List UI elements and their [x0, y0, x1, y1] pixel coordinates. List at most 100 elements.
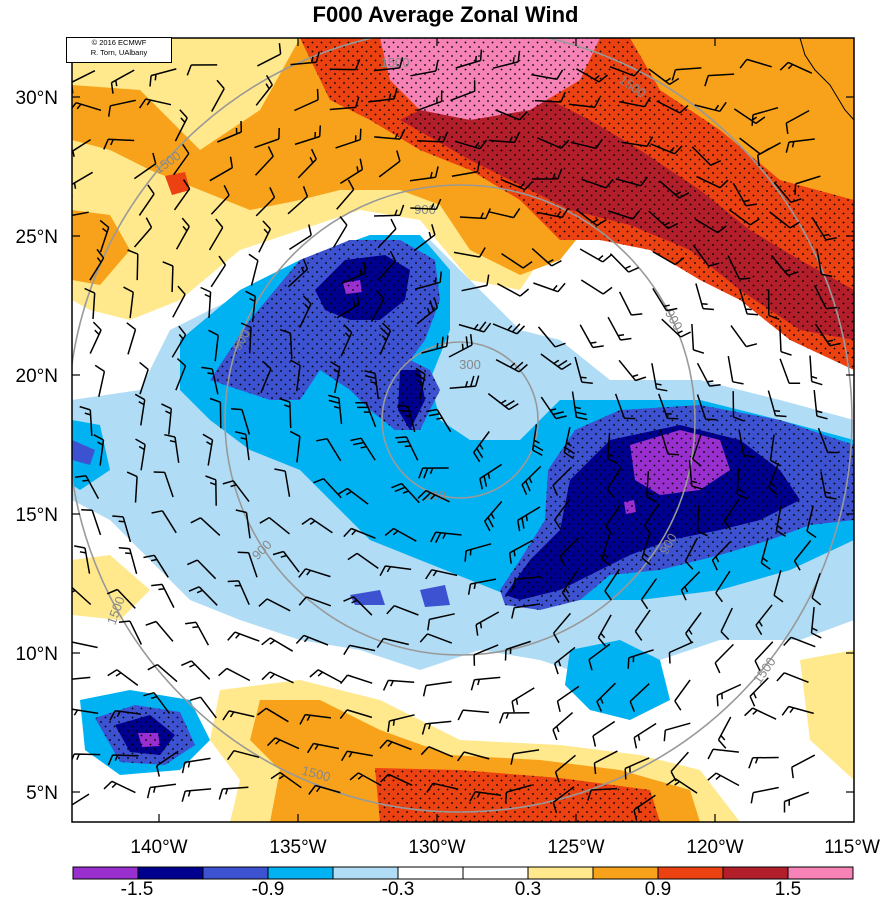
wind-barb — [379, 565, 412, 577]
wind-barb — [516, 506, 541, 532]
wind-barb — [604, 568, 621, 601]
wind-barb — [266, 737, 300, 750]
wind-barb — [773, 181, 802, 204]
wind-barb — [768, 462, 780, 496]
wind-barb — [659, 180, 690, 199]
wind-barb — [308, 784, 341, 795]
wind-barb — [501, 252, 533, 269]
north-stipple — [300, 38, 854, 370]
wind-barb — [106, 588, 136, 609]
wind-barb — [716, 683, 742, 707]
wind-barb — [287, 186, 309, 215]
wind-barb — [227, 631, 260, 642]
wind-barb — [171, 325, 187, 358]
wind-barb — [235, 509, 251, 539]
wind-barb — [563, 426, 576, 460]
wind-barb — [336, 293, 360, 319]
lon-label: 135°W — [269, 837, 326, 858]
wind-barb — [255, 75, 273, 106]
wind-barb — [641, 533, 652, 566]
wind-barb — [556, 685, 580, 712]
wind-barb — [272, 550, 300, 573]
colorbar-cell — [462, 866, 529, 880]
wind-barb — [791, 754, 816, 779]
range-rings — [72, 38, 853, 813]
wind-barb — [707, 748, 739, 760]
wind-barb — [781, 705, 814, 716]
wind-barb — [420, 746, 454, 758]
wind-barb — [417, 489, 450, 503]
lat-label: 5°N — [26, 783, 58, 804]
wind-barb — [695, 283, 714, 311]
wind-barb — [533, 282, 566, 293]
wind-barb — [340, 750, 373, 762]
wind-barb — [270, 771, 302, 789]
wind-barb — [646, 471, 658, 503]
wind-barb — [618, 359, 647, 382]
wind-barb — [368, 88, 398, 103]
wind-barb — [511, 576, 542, 591]
wind-barb — [395, 436, 419, 461]
wind-barb — [767, 390, 787, 418]
map-title: F000 Average Zonal Wind — [312, 2, 579, 27]
colorbar-label: -0.3 — [382, 879, 415, 900]
wind-barb — [422, 681, 452, 697]
wind-barb — [175, 217, 190, 250]
wind-barb — [453, 247, 486, 258]
wind-barb — [107, 99, 136, 117]
credit-line: R. Torn, UAlbany — [90, 48, 148, 57]
wind-barb — [297, 148, 317, 179]
wind-barb — [688, 460, 703, 490]
wind-barb — [74, 545, 91, 574]
colorbar-labels: -1.5 -0.9 -0.3 0.3 0.9 1.5 — [121, 879, 802, 900]
wind-barb — [813, 390, 828, 420]
wind-barb — [329, 59, 361, 71]
wind-barb — [663, 722, 691, 742]
wind-barb — [200, 286, 212, 318]
coastline — [799, 38, 854, 121]
wind-barb — [123, 286, 134, 319]
wind-barb — [413, 224, 436, 252]
wind-barb — [89, 248, 105, 281]
wind-barb — [382, 679, 415, 691]
wind-barb — [202, 433, 214, 466]
wind-barb — [813, 284, 838, 310]
wind-barb — [470, 676, 501, 691]
wind-barb — [776, 672, 809, 683]
wind-barb — [552, 786, 575, 814]
wind-barb — [146, 783, 176, 799]
wind-barb — [552, 612, 571, 644]
wind-barb — [605, 504, 621, 536]
wind-barb — [210, 184, 230, 215]
colorbar-label: 0.9 — [645, 879, 671, 900]
wind-barb — [810, 607, 822, 639]
wind-barb — [656, 100, 689, 114]
wind-barb — [614, 393, 636, 420]
wind-barb — [222, 480, 250, 503]
lat-label: 30°N — [16, 88, 58, 109]
wind-barb — [94, 364, 106, 397]
wind-barb — [161, 403, 173, 435]
wind-barb — [72, 211, 89, 217]
lat-label: 20°N — [16, 366, 58, 387]
wind-barb — [685, 612, 702, 644]
lat-label: 15°N — [16, 505, 58, 526]
lon-labels: 140°W 135°W 130°W 125°W 120°W 115°W — [130, 837, 880, 858]
wind-barb — [133, 217, 153, 248]
wind-barb — [694, 101, 727, 113]
wind-barb — [340, 324, 353, 357]
wind-barb — [279, 328, 293, 360]
wind-barb — [209, 156, 234, 182]
wind-barb — [374, 204, 405, 217]
wind-barb — [257, 43, 282, 67]
wind-barb — [593, 750, 618, 775]
wind-barb — [661, 318, 691, 338]
wind-barb — [294, 125, 322, 146]
wind-barb — [72, 171, 93, 197]
wind-barb — [316, 437, 342, 462]
wind-barb — [621, 136, 654, 147]
wind-barb — [674, 679, 691, 711]
wind-barb — [174, 109, 188, 142]
wind-barb — [732, 182, 758, 207]
south-cyan-cell — [565, 640, 670, 720]
